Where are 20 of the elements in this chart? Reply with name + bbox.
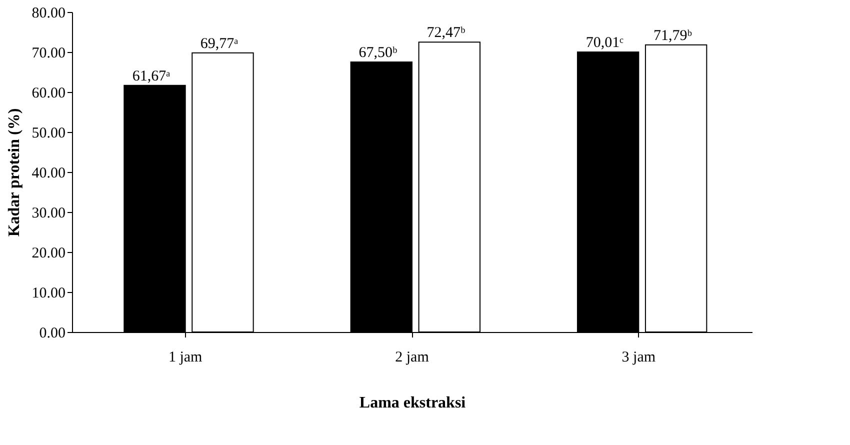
y-tick-label: 20.00 bbox=[32, 246, 66, 262]
y-tick-label: 40.00 bbox=[32, 166, 66, 182]
data-label: 72,47ᵇ bbox=[426, 25, 466, 42]
y-tick-label: 0.00 bbox=[39, 326, 66, 342]
y-tick-label: 70.00 bbox=[32, 46, 66, 62]
data-label: 71,79ᵇ bbox=[653, 28, 692, 44]
data-label: 67,50ᵇ bbox=[358, 45, 398, 61]
data-label: 61,67ᵃ bbox=[132, 68, 170, 84]
data-label: 70,01ᶜ bbox=[586, 34, 624, 51]
x-axis-title: Lama ekstraksi bbox=[359, 394, 466, 412]
y-tick-label: 80.00 bbox=[32, 6, 66, 22]
x-tick-label: 1 jam bbox=[168, 350, 203, 366]
y-tick-label: 10.00 bbox=[32, 286, 66, 302]
y-axis-title: Kadar protein (%) bbox=[6, 108, 23, 237]
y-tick-label: 50.00 bbox=[32, 126, 66, 142]
x-tick-label: 3 jam bbox=[622, 350, 656, 366]
data-label: 69,77ᵃ bbox=[200, 36, 238, 52]
x-tick-label: 2 jam bbox=[395, 350, 430, 366]
y-tick-label: 30.00 bbox=[32, 206, 66, 222]
y-tick-label: 60.00 bbox=[32, 86, 66, 102]
